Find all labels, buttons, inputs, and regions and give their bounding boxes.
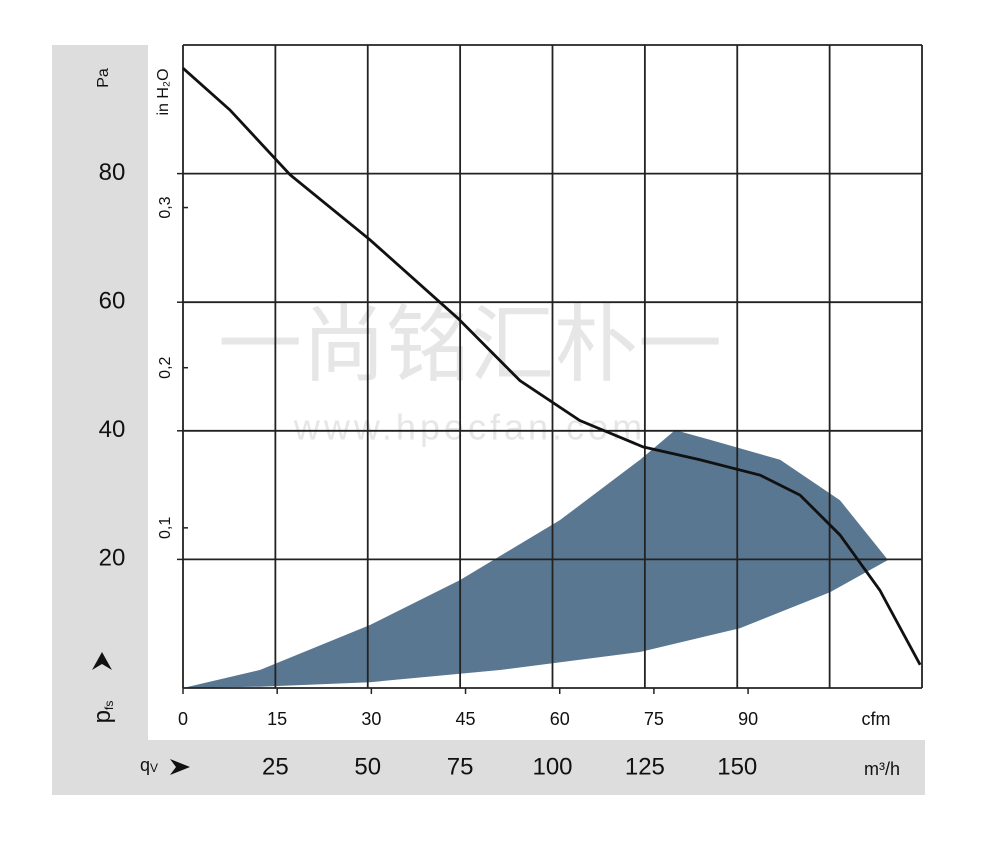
- y-arrow: [92, 652, 112, 670]
- bottom-panel: [52, 740, 925, 795]
- y-tick-label: 60: [99, 288, 126, 315]
- curve: [182, 67, 922, 666]
- watermark-url: www.hpecfan.com: [293, 407, 646, 448]
- x-unit: m³/h: [864, 759, 900, 779]
- left-panel: [52, 45, 148, 795]
- y-unit: Pa: [95, 68, 112, 88]
- x2-tick-label: 90: [738, 709, 758, 729]
- x-tick-label: 125: [625, 753, 665, 780]
- x2-tick-label: 60: [550, 709, 570, 729]
- x-label-main: q: [140, 755, 150, 775]
- plot-area: 一尚铭汇朴一 www.hpecfan.com: [182, 44, 923, 689]
- x-tick-label: 50: [354, 753, 381, 780]
- x-tick-label: 150: [717, 753, 757, 780]
- x-label: qV: [140, 755, 158, 775]
- x-tick-label: 25: [262, 753, 289, 780]
- y-tick-label: 80: [99, 159, 126, 186]
- y-label-main: p: [89, 710, 116, 723]
- x2-tick-label: 30: [361, 709, 381, 729]
- y2-tick-label: 0,1: [157, 517, 174, 539]
- x2-tick-label: 75: [644, 709, 664, 729]
- y-label-sub: fs: [102, 701, 116, 710]
- y2-tick-label: 0,3: [157, 196, 174, 218]
- x-tick-label: 100: [532, 753, 572, 780]
- y2-tick-label: 0,2: [157, 356, 174, 378]
- y-tick-label: 40: [99, 416, 126, 443]
- y-tick-label: 20: [99, 545, 126, 572]
- watermark: 一尚铭汇朴一: [218, 298, 722, 392]
- x2-unit: cfm: [862, 709, 891, 729]
- x-label-sub: V: [150, 761, 158, 775]
- x2-tick-label: 0: [178, 709, 188, 729]
- y2-unit: in H₂O: [155, 68, 172, 115]
- x2-tick-label: 45: [456, 709, 476, 729]
- x-arrow: [170, 759, 190, 775]
- y-label: pfs: [89, 701, 116, 724]
- x2-tick-label: 15: [267, 709, 287, 729]
- x-tick-label: 75: [447, 753, 474, 780]
